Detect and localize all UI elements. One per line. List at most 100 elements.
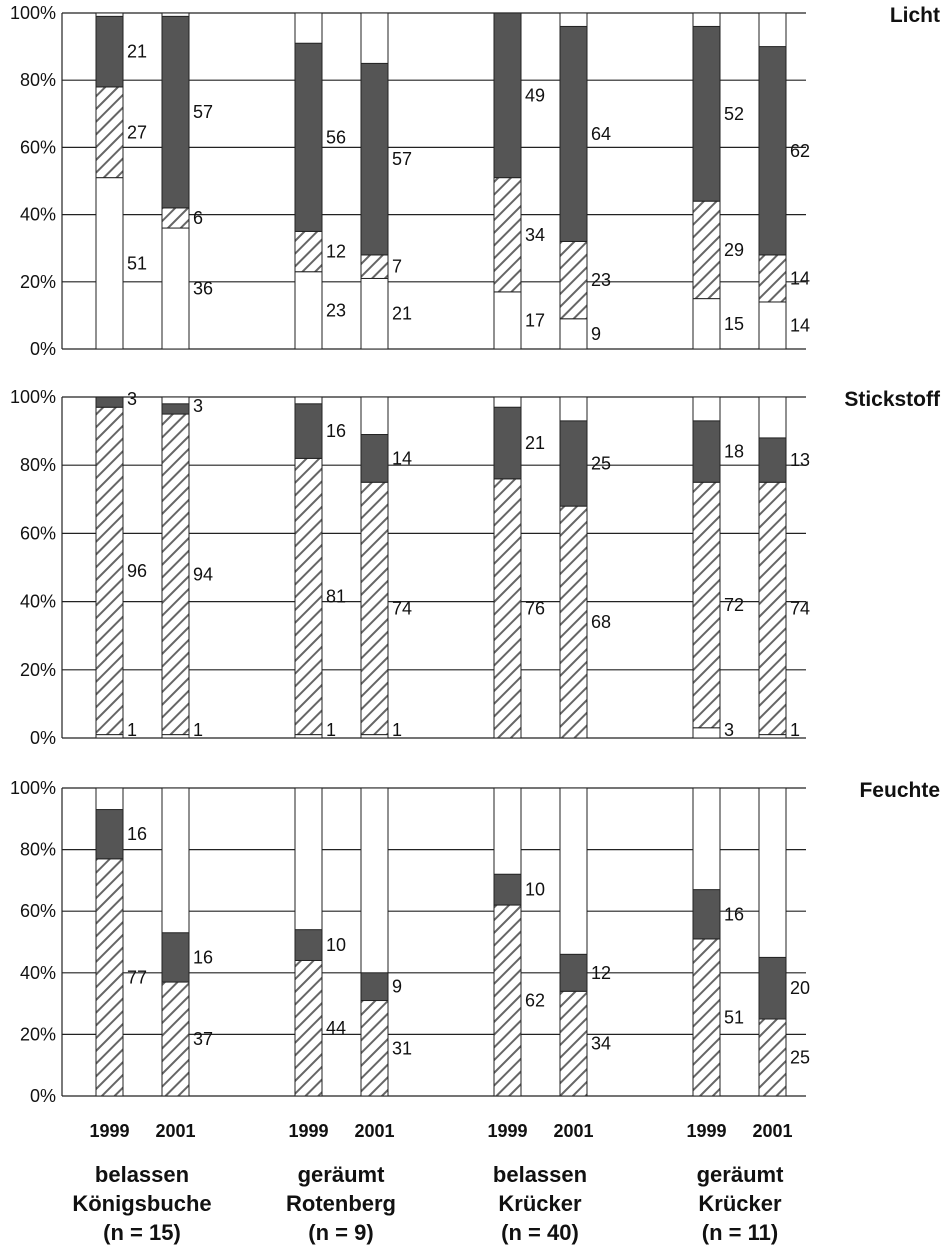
bar-segment: [161, 413, 190, 736]
bar-segment: [559, 953, 588, 992]
stacked-bar: 1 81 16: [294, 396, 346, 740]
data-label: 74: [790, 598, 810, 618]
bar-segment: [758, 956, 787, 1020]
x-category-label: 2001: [155, 1121, 195, 1141]
y-tick-label: 40%: [20, 963, 56, 983]
data-label: 74: [392, 598, 412, 618]
bar-segment: [758, 301, 787, 350]
x-category-label: 1999: [487, 1121, 527, 1141]
data-label: 14: [790, 315, 810, 335]
data-label: 68: [591, 612, 611, 632]
data-label: 31: [392, 1038, 412, 1058]
data-label: 3: [193, 396, 203, 416]
bar-segment: [692, 25, 721, 202]
x-category-label: 2001: [553, 1121, 593, 1141]
bar-segment: [294, 734, 323, 739]
stacked-bar: 21 7 57: [360, 12, 412, 350]
data-label: 10: [326, 935, 346, 955]
data-label: 56: [326, 127, 346, 147]
stacked-bar: 76 21: [493, 396, 545, 739]
bar-segment: [294, 929, 323, 961]
data-label: 77: [127, 967, 147, 987]
x-category-label: 2001: [354, 1121, 394, 1141]
bar-segment: [294, 230, 323, 273]
x-category-label: 1999: [288, 1121, 328, 1141]
stacked-bar: 15 29 52: [692, 12, 744, 350]
y-tick-label: 40%: [20, 205, 56, 225]
bar-segment: [493, 177, 522, 293]
data-label: 16: [326, 421, 346, 441]
stacked-bar: 1 74 14: [360, 396, 412, 740]
group-label-line1: belassen: [493, 1162, 587, 1187]
data-label: 49: [525, 85, 545, 105]
stacked-bar: 44 10: [294, 787, 346, 1097]
data-label: 7: [392, 257, 402, 277]
data-label: 6: [193, 208, 203, 228]
stacked-bar: 3 72 18: [692, 396, 744, 740]
bar-segment: [95, 809, 124, 860]
bar-segment: [493, 904, 522, 1097]
data-label: 57: [193, 102, 213, 122]
data-label: 1: [127, 720, 137, 740]
data-label: 25: [790, 1048, 810, 1068]
data-label: 1: [326, 720, 336, 740]
group-label-line2: Krücker: [498, 1191, 582, 1216]
data-label: 21: [127, 42, 147, 62]
bar-segment: [161, 981, 190, 1097]
bar-segment: [692, 727, 721, 739]
bar-segment: [360, 254, 389, 279]
bar-segment: [758, 254, 787, 303]
bar-segment: [758, 481, 787, 736]
bar-segment: [692, 200, 721, 300]
bar-segment: [161, 227, 190, 350]
y-tick-label: 0%: [30, 339, 56, 359]
panel-title: Stickstoff: [844, 388, 941, 411]
data-label: 62: [525, 991, 545, 1011]
panel-1: 0%20%40%60%80%100% Stickstoff196319431811…: [10, 387, 941, 748]
data-label: 25: [591, 453, 611, 473]
y-tick-label: 80%: [20, 70, 56, 90]
stacked-bar: 77 16: [95, 787, 147, 1097]
data-label: 12: [591, 963, 611, 983]
data-label: 21: [392, 304, 412, 324]
bar-segment: [559, 420, 588, 507]
bar-segment: [758, 1018, 787, 1097]
data-label: 23: [326, 300, 346, 320]
group-label-line2: Rotenberg: [286, 1191, 396, 1216]
stacked-bar: 23 12 56: [294, 12, 346, 350]
y-tick-label: 0%: [30, 1086, 56, 1106]
bar-segment: [95, 177, 124, 350]
bar-segment: [559, 990, 588, 1097]
bar-segment: [95, 858, 124, 1097]
data-label: 3: [724, 720, 734, 740]
data-label: 34: [591, 1034, 611, 1054]
group-label-line1: belassen: [95, 1162, 189, 1187]
y-tick-label: 20%: [20, 1024, 56, 1044]
bar-segment: [758, 734, 787, 739]
bar-segment: [161, 403, 190, 415]
bar-segment: [161, 932, 190, 983]
bar-segment: [559, 318, 588, 350]
panel-title: Feuchte: [859, 779, 940, 802]
panel-0: 0% 20% 40% 60% 80% 100% Licht 51 27 21 36 6 57 23 12 56…: [10, 3, 940, 359]
stacked-bar: 37 16: [161, 787, 213, 1097]
data-label: 14: [790, 268, 810, 288]
x-category-label: 1999: [89, 1121, 129, 1141]
y-tick-label: 60%: [20, 137, 56, 157]
data-label: 16: [724, 904, 744, 924]
data-label: 12: [326, 242, 346, 262]
data-label: 51: [127, 253, 147, 273]
bar-segment: [161, 734, 190, 739]
bar-segment: [161, 15, 190, 209]
stacked-bar: 31 9: [360, 787, 412, 1097]
bar-segment: [692, 481, 721, 729]
stacked-bar: 36 6 57: [161, 12, 213, 350]
data-label: 16: [127, 824, 147, 844]
bar-segment: [360, 734, 389, 739]
bar-segment: [360, 434, 389, 483]
data-label: 10: [525, 880, 545, 900]
bar-segment: [692, 298, 721, 350]
group-label-line3: (n = 9): [308, 1220, 373, 1245]
bar-segment: [692, 938, 721, 1097]
